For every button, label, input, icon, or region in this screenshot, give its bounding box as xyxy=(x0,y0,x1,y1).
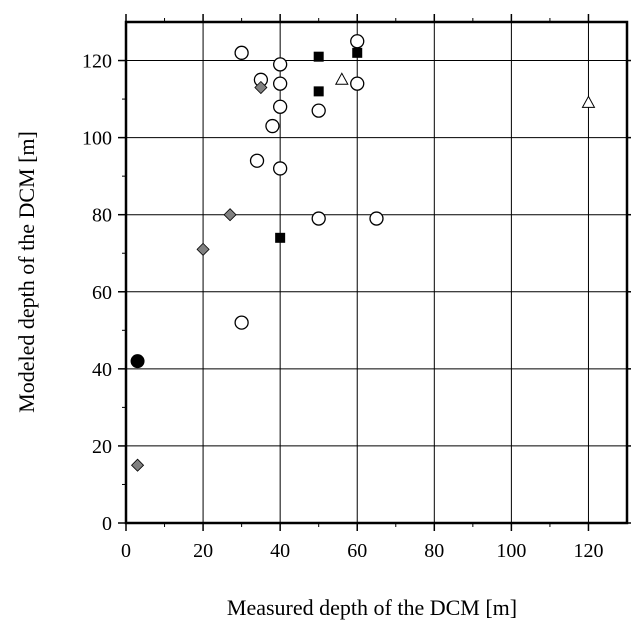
y-tick-label: 60 xyxy=(92,282,112,304)
open-circle-point xyxy=(273,99,288,114)
open-circle-point xyxy=(369,211,384,226)
plot-frame xyxy=(124,20,629,525)
x-tick-label: 80 xyxy=(424,540,444,562)
x-axis-title: Measured depth of the DCM [m] xyxy=(227,595,517,620)
data-points xyxy=(130,34,596,472)
open-circle-point xyxy=(273,76,288,91)
x-tick-label: 60 xyxy=(347,540,367,562)
filled-square-point xyxy=(275,232,286,243)
y-tick-label: 40 xyxy=(92,359,112,381)
filled-square-point xyxy=(352,47,363,58)
x-tick-label: 120 xyxy=(573,540,603,562)
axis-ticks: 0 20 40 60 80 100 120 0 20 40 60 80 100 120 xyxy=(82,14,631,562)
filled-square-point xyxy=(313,86,324,97)
x-tick-label: 20 xyxy=(193,540,213,562)
y-tick-label: 20 xyxy=(92,436,112,458)
y-tick-label: 0 xyxy=(102,513,112,535)
open-circle-point xyxy=(234,315,249,330)
open-circle-point xyxy=(273,57,288,72)
x-tick-label: 100 xyxy=(496,540,526,562)
gray-diamond-point xyxy=(196,242,210,256)
x-tick-label: 40 xyxy=(270,540,290,562)
open-triangle-point xyxy=(334,72,349,85)
open-circle-point xyxy=(311,103,326,118)
filled-square-point xyxy=(313,51,324,62)
grid-lines xyxy=(125,22,627,524)
open-circle-point xyxy=(249,153,265,168)
gray-diamond-point xyxy=(254,80,268,95)
y-tick-label: 120 xyxy=(82,51,112,73)
open-circle-point xyxy=(350,76,365,91)
open-circle-point xyxy=(273,161,288,176)
open-circle-point xyxy=(311,211,326,226)
y-axis-title: Modeled depth of the DCM [m] xyxy=(14,131,39,413)
open-circle-point xyxy=(234,45,249,60)
open-circle-point xyxy=(350,34,365,49)
y-tick-label: 100 xyxy=(82,128,112,150)
gray-diamond-point xyxy=(130,458,145,472)
open-circle-point xyxy=(265,118,280,134)
gray-diamond-point xyxy=(223,208,237,222)
open-triangle-point xyxy=(581,95,596,108)
x-tick-label: 0 xyxy=(121,540,131,562)
filled-circle-point xyxy=(130,354,145,369)
y-tick-label: 80 xyxy=(92,205,112,227)
